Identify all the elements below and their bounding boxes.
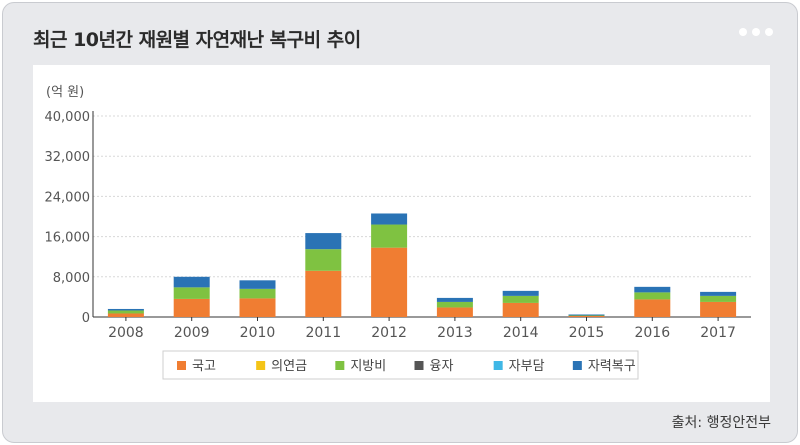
y-unit-label: (억 원) [46, 85, 84, 100]
legend-box [162, 350, 639, 380]
bar-segment-국고 [305, 270, 342, 317]
bar-segment-자력복구 [305, 233, 342, 250]
more-dot [752, 28, 760, 36]
bar-segment-지방비 [107, 310, 144, 314]
x-tick-label: 2013 [437, 325, 473, 341]
bar-segment-자력복구 [239, 280, 276, 289]
bar-segment-자력복구 [634, 286, 671, 293]
y-tick-label: 16,000 [45, 231, 91, 246]
legend-swatch-의연금 [256, 361, 266, 370]
bar-segment-지방비 [173, 287, 210, 299]
bar-segment-자력복구 [700, 291, 737, 296]
y-tick-label: 0 [82, 311, 90, 326]
bar-segment-국고 [568, 315, 605, 317]
bar-segment-지방비 [436, 301, 473, 308]
x-tick-label: 2009 [174, 325, 210, 341]
bar-segment-자력복구 [371, 213, 408, 225]
bar-segment-국고 [107, 313, 144, 317]
bar-segment-국고 [239, 298, 276, 317]
bar-segment-자력복구 [502, 290, 539, 296]
x-tick-label: 2017 [700, 325, 736, 341]
chart-svg: (억 원) 0 8,000 16,000 24,000 32,000 40,000 2008 2… [45, 85, 751, 380]
y-tick-label: 32,000 [45, 150, 91, 165]
legend-label: 자부담 [509, 359, 545, 374]
bar-segment-국고 [436, 307, 473, 317]
y-tick-label: 40,000 [45, 110, 91, 125]
bar-segment-지방비 [502, 295, 539, 303]
x-tick-label: 2015 [569, 325, 605, 341]
more-dot [739, 28, 747, 36]
legend-label: 지방비 [350, 359, 386, 374]
legend-swatch-지방비 [335, 361, 345, 370]
legend-swatch-자력복구 [572, 361, 582, 370]
bar-segment-지방비 [305, 249, 342, 271]
chart-panel: (억 원) 0 8,000 16,000 24,000 32,000 40,000 2008 2… [33, 65, 770, 402]
x-tick-label: 2016 [634, 325, 670, 341]
legend-label: 자력복구 [588, 359, 636, 374]
legend-label: 융자 [430, 359, 454, 374]
legend-label: 국고 [192, 359, 216, 374]
bar-segment-국고 [634, 299, 671, 317]
source-note: 출처: 행정안전부 [671, 415, 771, 431]
x-tick-label: 2008 [108, 325, 144, 341]
bar-segment-자력복구 [173, 276, 210, 288]
bar-segment-자력복구 [568, 314, 605, 316]
bar-segment-자력복구 [436, 297, 473, 302]
x-tick-label: 2014 [503, 325, 539, 341]
x-tick-label: 2012 [371, 325, 407, 341]
bar-segment-지방비 [634, 292, 671, 300]
more-dot [765, 28, 773, 36]
x-tick-label: 2010 [240, 325, 276, 341]
bar-segment-국고 [700, 301, 737, 317]
x-tick-label: 2011 [305, 325, 341, 341]
legend-swatch-국고 [177, 361, 186, 370]
bar-segment-지방비 [239, 288, 276, 299]
more-options-icon[interactable] [739, 28, 773, 36]
legend-swatch-자부담 [493, 361, 503, 370]
y-tick-label: 24,000 [45, 190, 91, 205]
bar-segment-지방비 [568, 315, 605, 316]
bar-segment-지방비 [371, 224, 408, 248]
bar-segment-국고 [502, 302, 539, 317]
legend-label: 의연금 [271, 359, 307, 374]
bar-segment-국고 [173, 298, 210, 317]
bar-segment-지방비 [700, 295, 737, 302]
y-tick-label: 8,000 [53, 271, 90, 286]
bar-segment-국고 [371, 247, 408, 317]
chart-title: 최근 10년간 재원별 자연재난 복구비 추이 [33, 29, 361, 51]
bar-segment-자력복구 [107, 308, 144, 311]
legend-swatch-융자 [414, 361, 424, 370]
